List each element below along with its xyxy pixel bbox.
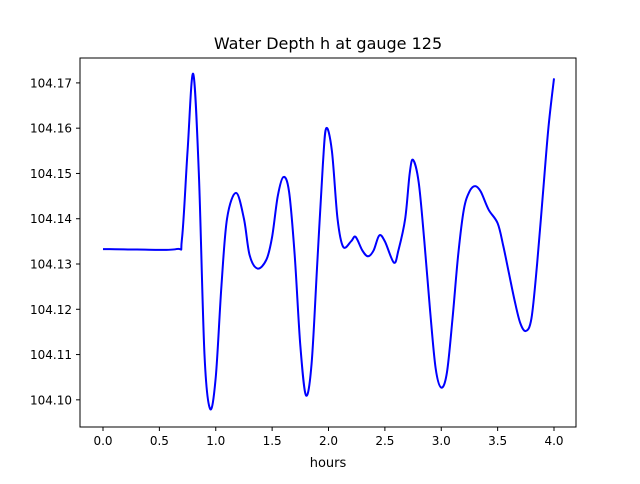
- y-tick-label: 104.14: [30, 212, 72, 226]
- plot-area-frame: [79, 57, 577, 428]
- series-line-h: [102, 72, 556, 411]
- y-tick-label: 104.16: [30, 122, 72, 136]
- x-axis-label: hours: [310, 456, 347, 471]
- chart-title: Water Depth h at gauge 125: [214, 34, 442, 53]
- x-tick-label: 2.5: [375, 434, 394, 448]
- y-axis-ticks: 104.10 104.11 104.12 104.13 104.14 104.15 104.…: [30, 76, 80, 407]
- y-tick-label: 104.13: [30, 258, 72, 272]
- y-tick-label: 104.17: [30, 76, 72, 90]
- y-tick-label: 104.10: [30, 393, 72, 407]
- y-tick-label: 104.12: [30, 303, 72, 317]
- x-tick-label: 0.0: [93, 434, 112, 448]
- x-tick-label: 1.0: [206, 434, 225, 448]
- x-tick-label: 4.0: [544, 434, 563, 448]
- y-tick-label: 104.15: [30, 167, 72, 181]
- x-tick-label: 3.0: [432, 434, 451, 448]
- y-tick-label: 104.11: [30, 348, 72, 362]
- x-tick-label: 0.5: [150, 434, 169, 448]
- x-tick-label: 2.0: [319, 434, 338, 448]
- x-tick-label: 3.5: [488, 434, 507, 448]
- x-tick-label: 1.5: [263, 434, 282, 448]
- x-axis-ticks: 0.0 0.5 1.0 1.5 2.0 2.5 3.0 3.5 4.0: [93, 427, 564, 448]
